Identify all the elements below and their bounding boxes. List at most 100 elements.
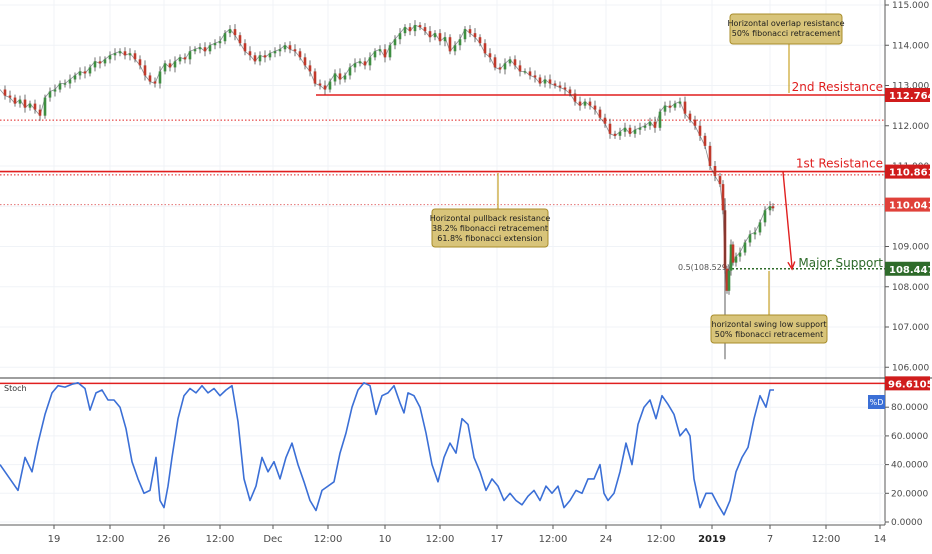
candle-body [518, 65, 522, 72]
candle-body [758, 222, 762, 233]
candle-body [108, 55, 112, 60]
candle-body [238, 35, 242, 44]
candle-body [358, 61, 362, 64]
candle-body [438, 33, 442, 42]
price-badge-bg [885, 164, 930, 179]
x-axis-tick-label: 12:00 [206, 534, 235, 545]
annotation-swing-low-box [710, 314, 828, 344]
price-badge: 110.041 [885, 197, 932, 212]
candle-body [731, 244, 735, 263]
x-axis-tick-label: 10 [379, 534, 392, 545]
candle-body [368, 57, 372, 66]
candle-body [743, 242, 747, 253]
candle-body [318, 83, 322, 86]
x-axis-tick-label: 7 [767, 534, 773, 545]
candle-body [223, 33, 227, 42]
price-badge-bg [885, 261, 930, 276]
candle-body [453, 45, 457, 52]
candle-body [688, 113, 692, 120]
x-axis-tick-label: 12:00 [426, 534, 455, 545]
price-badge-label: 110.861 [889, 168, 932, 179]
candle-body [188, 51, 192, 60]
x-axis-tick-label: 12:00 [314, 534, 343, 545]
stoch-panel: 80.0000 60.0000 40.0000 20.0000 0.0000 Stoch 9… [0, 376, 932, 528]
candle-body [493, 57, 497, 68]
candle-body [148, 75, 152, 82]
candle-body [393, 39, 397, 46]
candle-body [68, 79, 72, 84]
candle-body [248, 51, 252, 56]
candle-body [703, 135, 707, 146]
candle-body [433, 33, 437, 38]
price-badges: 112.764 110.861 110.041 108.447 [885, 87, 932, 276]
candle-body [668, 105, 672, 108]
candle-body [563, 87, 567, 90]
price-badge: 110.861 [885, 164, 932, 179]
candle-body [588, 101, 592, 106]
x-axis-tick-label: 26 [158, 534, 171, 545]
price-badge-bg [885, 197, 930, 212]
stoch-badge-bg [885, 376, 930, 391]
stoch-d-line [0, 382, 774, 516]
candle-body [593, 105, 597, 110]
candle-body [603, 117, 607, 124]
arrow-head [787, 261, 796, 271]
annotation-swing-low-text: 50% fibonacci retracement [715, 330, 823, 339]
y-axis-tick-label: 112.000 [892, 122, 929, 132]
stoch-y-tick-label: 60.0000 [891, 432, 928, 442]
candle-body [443, 37, 447, 42]
candle-body [308, 65, 312, 72]
candle-body [363, 61, 367, 66]
candle-body [208, 45, 212, 52]
x-axis-tick-label: 12:00 [539, 534, 568, 545]
y-axis-tick-label: 114.000 [892, 41, 929, 51]
annotation-overlap-resistance-box [729, 13, 843, 45]
candle-body [718, 176, 722, 185]
candle-body [578, 101, 582, 106]
candle-body [278, 49, 282, 52]
price-badge: 108.447 [885, 261, 932, 276]
candle-body [3, 89, 7, 96]
stoch-current-badge: 96.6105 [885, 376, 932, 391]
candle-body [123, 51, 127, 56]
annotation-swing-low-text: horizontal swing low support [712, 320, 827, 329]
candle-body [553, 83, 557, 86]
stoch-legend-badge: %D [868, 395, 885, 409]
candle-body [18, 99, 22, 104]
candle-body [48, 91, 52, 98]
candle-body [323, 85, 327, 90]
candle-body [38, 109, 42, 116]
annotation-pullback-resistance-text: 38.2% fibonacci retracement [432, 224, 548, 233]
candle-body [213, 43, 217, 46]
candle-body [233, 29, 237, 36]
candle-body [143, 65, 147, 76]
candle-body [748, 234, 752, 243]
candle-body [243, 43, 247, 52]
candle-body [8, 95, 12, 98]
candle-body [163, 63, 167, 72]
x-axis-tick-label: 17 [491, 534, 504, 545]
candle-body [328, 81, 332, 90]
candle-body [98, 61, 102, 64]
candle-body [113, 53, 117, 56]
candle-body [738, 252, 742, 257]
y-axis-tick-label: 106.000 [892, 363, 929, 373]
candle-body [673, 103, 677, 108]
fib-label: 0.5(108.529) [678, 263, 730, 272]
candle-body [648, 121, 652, 126]
candle-body [228, 29, 232, 34]
candle-body [729, 244, 733, 271]
candle-body [638, 127, 642, 130]
candle-body [693, 119, 697, 126]
candle-body [218, 41, 222, 44]
candle-body [28, 103, 32, 108]
stoch-y-tick-label: 80.0000 [891, 403, 928, 413]
x-axis: 19 12:00 26 12:00 Dec 12:00 10 12:00 17 12:00 24 12… [0, 524, 886, 545]
candle-body [533, 75, 537, 78]
candle-body [498, 67, 502, 70]
candle-body [508, 59, 512, 64]
candle-body [698, 125, 702, 136]
price-badge-label: 110.041 [889, 201, 932, 212]
candle-body [198, 47, 202, 50]
